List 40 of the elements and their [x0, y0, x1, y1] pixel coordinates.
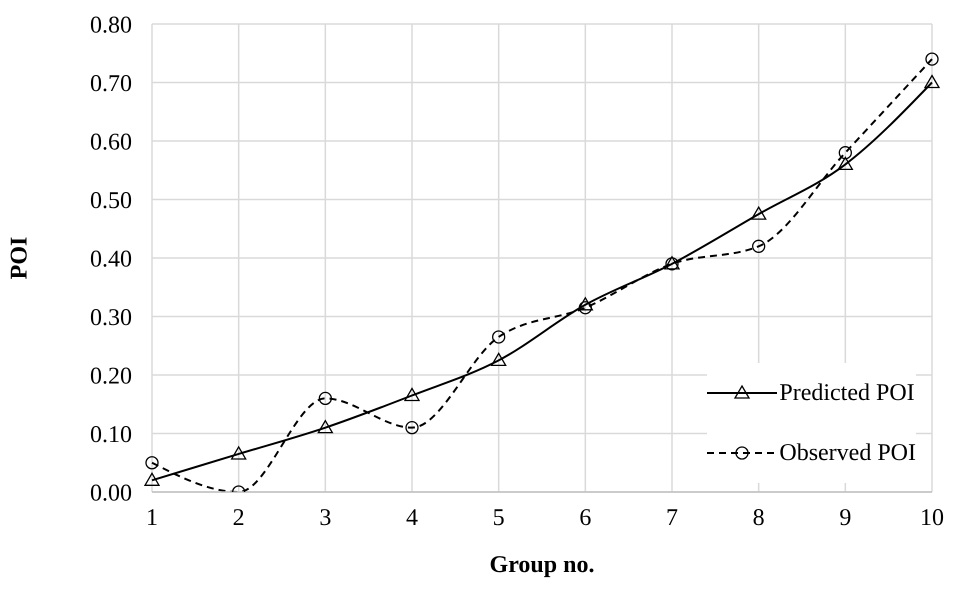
point	[231, 446, 246, 460]
point	[838, 146, 852, 160]
y-tick-label: 0.70	[90, 71, 132, 98]
point	[925, 52, 939, 66]
point	[578, 297, 593, 310]
point	[405, 421, 419, 434]
legend-label: Predicted POI	[779, 380, 915, 406]
y-axis-title: POI	[6, 236, 33, 280]
y-tick-label: 0.80	[90, 12, 132, 39]
y-tick-label: 0.10	[90, 422, 132, 448]
x-tick-label: 9	[839, 505, 852, 532]
x-tick-label: 1	[146, 505, 158, 532]
x-tick-label: 2	[232, 505, 245, 532]
y-tick-label: 0.60	[90, 130, 132, 156]
point	[404, 388, 420, 402]
point	[578, 301, 592, 314]
x-tick-label: 6	[579, 505, 592, 532]
x-tick-label: 3	[319, 505, 332, 532]
x-tick-label: 4	[406, 505, 418, 532]
x-tick-label: 5	[492, 505, 505, 532]
point	[492, 330, 506, 344]
point	[924, 74, 940, 88]
y-tick-label: 0.50	[90, 188, 132, 214]
y-tick-label: 0.20	[90, 364, 132, 390]
y-tick-label: 0.00	[90, 480, 132, 507]
x-tick-label: 7	[666, 505, 678, 532]
point	[318, 420, 333, 434]
point	[318, 392, 332, 406]
point	[145, 456, 159, 470]
x-tick-label: 8	[752, 505, 765, 532]
point	[491, 352, 506, 366]
point	[838, 156, 853, 170]
y-tick-label: 0.30	[90, 305, 132, 332]
x-axis-title: Group no.	[490, 552, 594, 578]
x-tick-label: 10	[920, 505, 944, 532]
point	[751, 206, 766, 220]
legend-label: Observed POI	[779, 440, 916, 466]
y-tick-label: 0.40	[90, 246, 132, 273]
point	[144, 472, 160, 486]
point	[752, 240, 766, 253]
